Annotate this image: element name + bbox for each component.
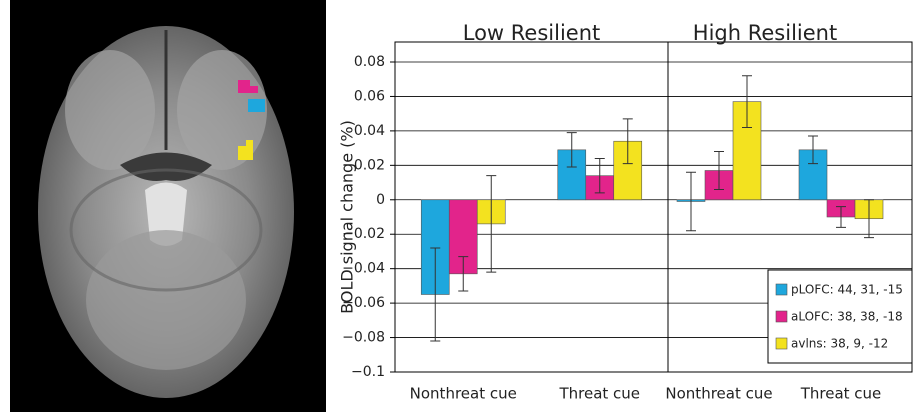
error-bar xyxy=(566,132,577,168)
legend-swatch xyxy=(775,337,788,350)
y-tick-label: 0 xyxy=(376,192,385,208)
panel-title: High Resilient xyxy=(693,21,837,45)
error-bar xyxy=(486,175,497,273)
error-bar xyxy=(686,171,696,232)
y-tick-label: −0.08 xyxy=(342,330,385,346)
error-bar xyxy=(742,75,752,128)
error-bar xyxy=(714,151,724,190)
legend-swatch xyxy=(775,310,788,323)
legend-label: aLOFC: 38, 38, -18 xyxy=(791,310,903,324)
x-tick-label: Nonthreat cue xyxy=(665,385,772,403)
y-tick-label: 0.02 xyxy=(354,157,385,173)
y-tick-label: 0.08 xyxy=(354,54,385,70)
error-bar xyxy=(430,247,441,342)
error-bar xyxy=(836,206,846,228)
x-tick-label: Nonthreat cue xyxy=(410,385,517,403)
chart: 0.08 0.06 0.04 0.02 0 −0.02 −0.04 −0.06 −0.08 −0.… xyxy=(342,21,913,403)
legend-label: pLOFC: 44, 31, -15 xyxy=(791,283,903,297)
y-tick-label: −0.1 xyxy=(351,364,385,380)
legend-label: avlns: 38, 9, -12 xyxy=(791,337,888,351)
plot-frame xyxy=(394,41,913,373)
y-tick-label: −0.02 xyxy=(342,226,385,242)
y-tick-label: 0.06 xyxy=(354,88,385,104)
y-axis-label: BOLD signal change (%) xyxy=(338,120,357,314)
x-tick-label: Threat cue xyxy=(558,385,640,403)
y-tick-label: −0.04 xyxy=(342,261,385,277)
panel-title: Low Resilient xyxy=(463,21,601,45)
error-bar xyxy=(622,118,633,165)
error-bar xyxy=(594,157,605,194)
x-tick-label: Threat cue xyxy=(800,385,882,403)
legend: pLOFC: 44, 31, -15 aLOFC: 38, 38, -18 avln… xyxy=(767,269,913,364)
error-bar xyxy=(458,256,469,292)
y-tick-label: 0.04 xyxy=(354,123,385,139)
error-bar xyxy=(808,135,818,165)
legend-box xyxy=(767,269,913,364)
brain-image xyxy=(10,0,326,412)
y-tick-label: −0.06 xyxy=(342,295,385,311)
legend-swatch xyxy=(775,283,788,296)
bar xyxy=(557,149,587,201)
error-bar xyxy=(864,199,874,239)
